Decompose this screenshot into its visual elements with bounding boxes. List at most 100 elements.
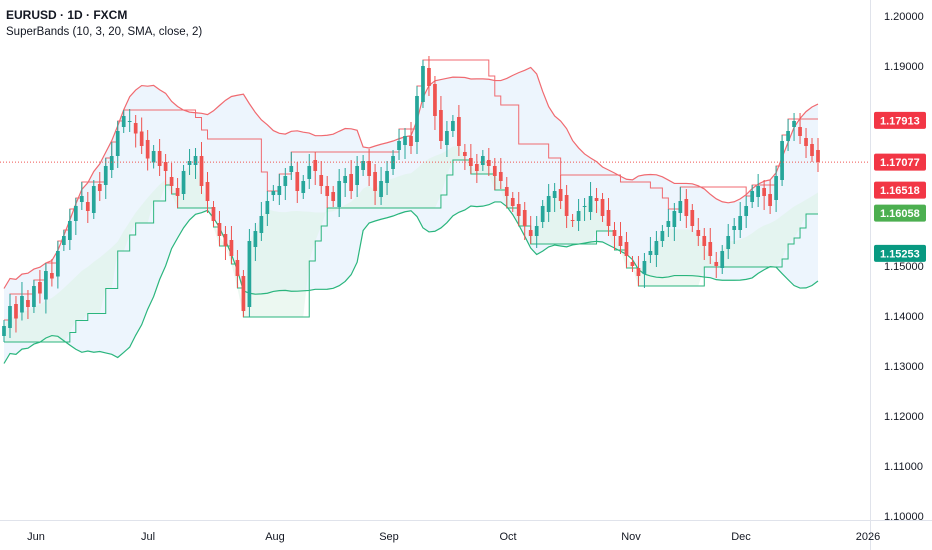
support-step-line [4, 159, 818, 343]
candle-body [618, 236, 623, 246]
candle-body [79, 196, 84, 202]
price-axis[interactable]: 1.200001.190001.180001.170001.160001.150… [884, 11, 924, 523]
chart-legend: EURUSD · 1D · FXCM SuperBands (10, 3, 20… [6, 7, 202, 41]
candle-body [289, 166, 294, 172]
candle-body [534, 226, 539, 236]
candle-body [187, 161, 192, 165]
candle-body [8, 306, 12, 328]
candle-body [379, 181, 383, 197]
price-tick-label: 1.19000 [884, 61, 924, 73]
candle-body [672, 211, 677, 227]
candle-body [44, 271, 48, 300]
candle-body [726, 236, 731, 249]
candle-body [750, 191, 755, 202]
candle-body [738, 216, 743, 230]
candle-body [552, 191, 557, 198]
price-badge-label: 1.16518 [880, 185, 920, 197]
price-badge: 1.17913 [874, 111, 926, 129]
candle-body [253, 231, 258, 247]
candle-body [564, 195, 569, 216]
candle-body [38, 282, 42, 294]
candle-body [624, 242, 629, 256]
candle-body [229, 240, 234, 256]
price-badge-bg [874, 244, 926, 262]
candle-body [486, 160, 491, 166]
candle-body [606, 210, 611, 226]
candle-body [492, 166, 497, 176]
candle-body [576, 211, 581, 221]
candle-body [786, 131, 790, 141]
candle-body [558, 189, 563, 201]
candle-body [810, 144, 814, 156]
candle-body [103, 166, 108, 185]
candle-body [510, 198, 515, 206]
price-tick-label: 1.10000 [884, 511, 924, 523]
price-badge-label: 1.17077 [880, 157, 920, 169]
candle-body [211, 207, 216, 221]
candle-body [61, 236, 66, 245]
candle-body [367, 161, 371, 176]
candle-body [247, 241, 252, 307]
time-tick-label: Aug [265, 531, 285, 543]
candle-body [468, 158, 473, 166]
candle-body [528, 230, 533, 236]
price-badge-bg [874, 181, 926, 199]
price-tick-label: 1.13000 [884, 361, 924, 373]
candle-body [445, 131, 449, 145]
time-tick-label: Oct [499, 531, 516, 543]
candle-body [97, 184, 102, 191]
candle-body [433, 84, 437, 116]
candle-body [181, 171, 186, 194]
candle-body [540, 206, 545, 222]
candle-body [588, 196, 593, 212]
candle-body [756, 186, 761, 197]
candle-body [516, 204, 521, 216]
candle-body [744, 206, 749, 216]
candle-body [20, 296, 24, 313]
candle-body [175, 188, 180, 196]
candle-body [283, 176, 288, 186]
candle-body [630, 262, 635, 266]
candle-body [654, 241, 659, 255]
candle-body [163, 162, 168, 171]
band-fill [4, 67, 818, 364]
candle-body [504, 187, 509, 196]
candle-body [762, 188, 766, 196]
candle-body [546, 196, 551, 212]
candle-body [816, 150, 820, 162]
candle-body [361, 161, 365, 170]
candle-body [295, 172, 300, 191]
time-tick-label: Jul [141, 531, 155, 543]
price-tick-label: 1.14000 [884, 311, 924, 323]
candle-body [26, 300, 30, 307]
price-badge-bg [874, 111, 926, 129]
candle-body [666, 221, 671, 227]
candle-body [714, 262, 719, 266]
candle-body [313, 160, 318, 171]
time-axis[interactable]: Jun Jul Aug Sep Oct Nov Dec 2026 [27, 531, 880, 543]
price-badge-label: 1.17913 [880, 115, 920, 127]
candle-body [14, 304, 18, 319]
candle-body [85, 202, 90, 211]
candle-body [792, 121, 796, 127]
candle-body [409, 136, 413, 146]
price-tick-label: 1.15000 [884, 261, 924, 273]
candle-body [259, 216, 264, 233]
candle-body [139, 131, 144, 146]
candle-body [2, 326, 6, 336]
candle-body [331, 192, 336, 201]
candle-body [720, 251, 725, 268]
candle-body [319, 175, 324, 186]
candle-body [91, 186, 96, 213]
candle-body [325, 186, 330, 196]
candle-body [73, 206, 78, 221]
candle-body [774, 176, 778, 200]
candle-body [355, 166, 359, 185]
candle-body [696, 230, 701, 236]
candle-body [522, 210, 527, 226]
candle-body [32, 286, 36, 307]
candle-body [804, 138, 808, 146]
time-tick-label: Jun [27, 531, 45, 543]
candle-body [307, 166, 312, 179]
